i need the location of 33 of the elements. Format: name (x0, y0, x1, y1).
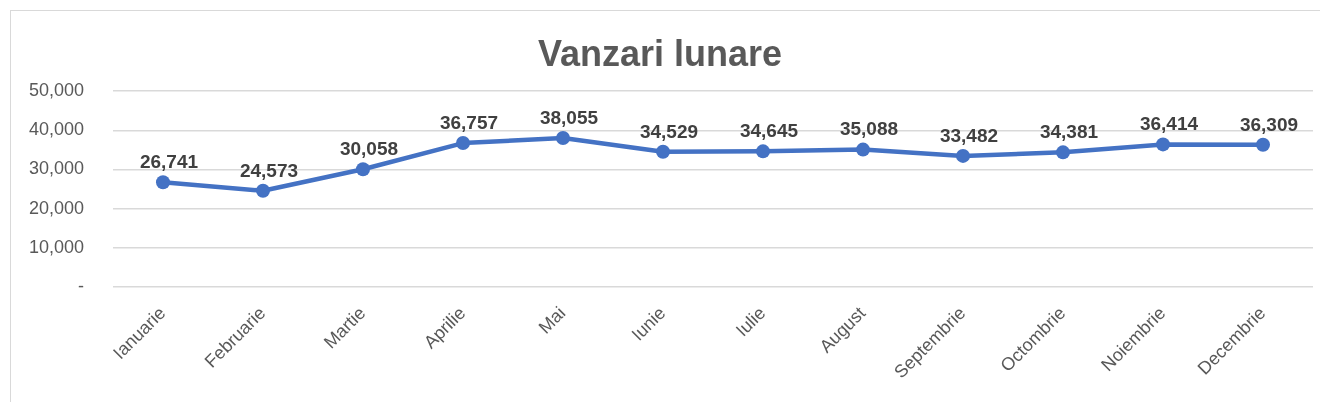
x-tick-label: Iulie (731, 302, 770, 341)
point (456, 136, 470, 151)
y-tick-label: 10,000 (28, 236, 84, 257)
data-label: 24,573 (239, 159, 299, 181)
data-label: 36,414 (1139, 113, 1199, 135)
data-label: 38,055 (539, 106, 599, 128)
point (956, 148, 970, 163)
point (156, 175, 170, 190)
point (556, 130, 570, 145)
point (856, 142, 870, 157)
point (656, 144, 670, 159)
point (356, 162, 370, 177)
data-label: 34,529 (639, 120, 699, 142)
data-label: 30,058 (339, 138, 399, 160)
y-tick-label: 30,000 (28, 158, 84, 179)
data-label: 36,757 (439, 111, 499, 133)
data-label: 33,482 (939, 124, 999, 146)
y-tick-label: - (78, 275, 84, 296)
data-label: 36,309 (1239, 113, 1299, 135)
point (256, 183, 270, 198)
point (756, 144, 770, 159)
data-label: 34,381 (1039, 121, 1099, 143)
y-tick-label: 50,000 (28, 80, 84, 101)
y-tick-label: 40,000 (28, 119, 84, 140)
point (1056, 145, 1070, 160)
x-tick-label: Mai (534, 302, 570, 338)
point (1256, 137, 1270, 152)
data-label: 26,741 (139, 151, 199, 173)
chart-title: Vanzari lunare (537, 32, 783, 74)
data-label: 34,645 (739, 120, 799, 142)
y-tick-label: 20,000 (28, 197, 84, 218)
data-label: 35,088 (839, 118, 899, 140)
point (1156, 137, 1170, 152)
